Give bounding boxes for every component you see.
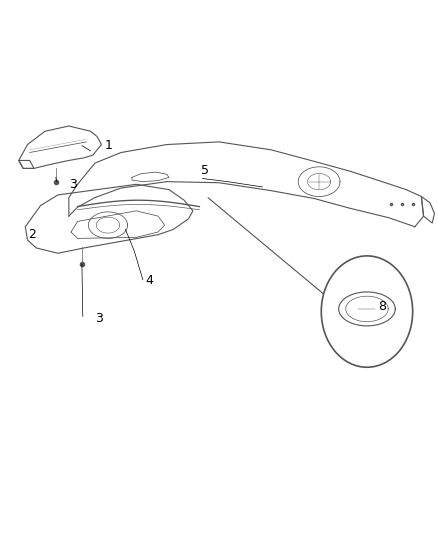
Text: 4: 4	[145, 273, 153, 287]
Text: 3: 3	[69, 177, 77, 191]
Text: 8: 8	[378, 300, 386, 313]
Text: 2: 2	[28, 228, 36, 241]
Text: 5: 5	[201, 164, 209, 177]
Text: 3: 3	[95, 312, 103, 325]
Text: 1: 1	[105, 139, 113, 152]
